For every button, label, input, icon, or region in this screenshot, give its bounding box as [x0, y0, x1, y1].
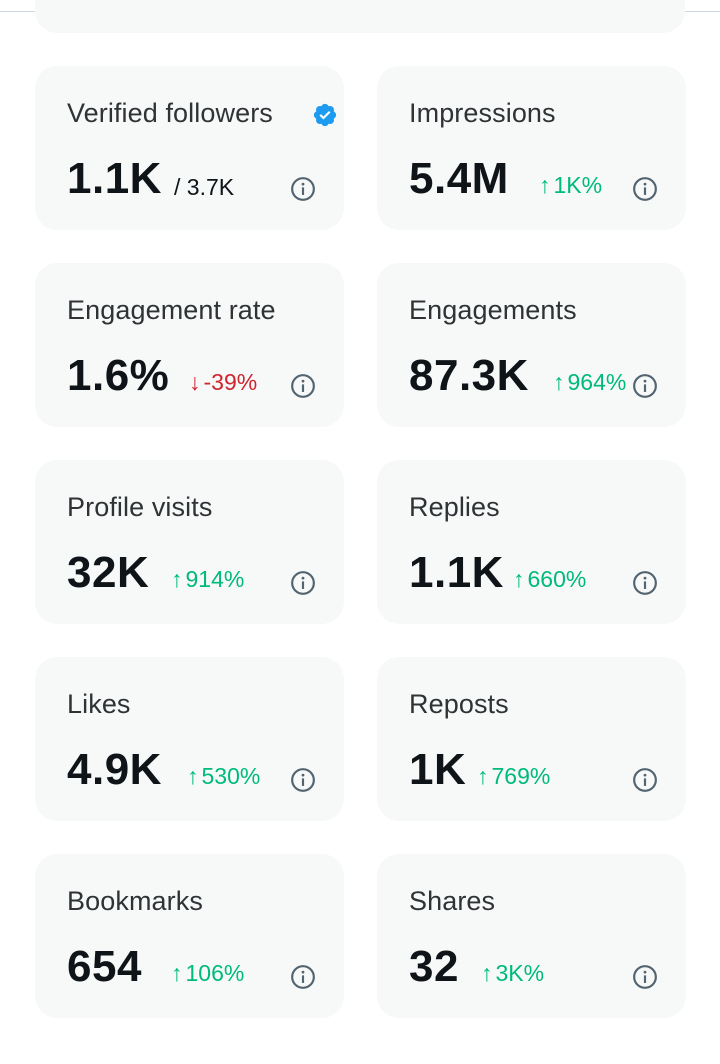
- metric-delta: ↑ 769%: [477, 763, 550, 790]
- metric-delta-value: 914%: [185, 566, 245, 592]
- metric-delta-value: 964%: [567, 369, 627, 395]
- arrow-up-icon: ↑: [539, 172, 551, 198]
- metric-label: Profile visits: [67, 492, 213, 522]
- metric-value: 1.1K: [409, 548, 504, 597]
- metric-delta: ↑ 1K%: [539, 172, 602, 199]
- arrow-up-icon: ↑: [171, 566, 183, 592]
- metric-label: Verified followers: [67, 98, 273, 128]
- metric-card-bookmarks[interactable]: Bookmarks 654 ↑ 106%: [35, 854, 344, 1018]
- metric-label: Shares: [409, 886, 496, 916]
- info-circle-icon[interactable]: [290, 176, 316, 202]
- arrow-up-icon: ↑: [513, 566, 525, 592]
- metric-label: Bookmarks: [67, 886, 203, 916]
- metric-value: 1.6%: [67, 351, 170, 400]
- metric-delta-value: 106%: [185, 960, 245, 986]
- info-circle-icon[interactable]: [632, 767, 658, 793]
- metric-delta: ↑ 914%: [171, 566, 244, 593]
- metric-label: Impressions: [409, 98, 556, 128]
- info-circle-icon[interactable]: [290, 964, 316, 990]
- metric-card-engagement-rate[interactable]: Engagement rate 1.6% ↓ -39%: [35, 263, 344, 427]
- metric-delta: ↑ 964%: [553, 369, 626, 396]
- info-circle-icon[interactable]: [632, 570, 658, 596]
- arrow-up-icon: ↑: [171, 960, 183, 986]
- metric-card-reposts[interactable]: Reposts 1K ↑ 769%: [377, 657, 686, 821]
- metric-label: Likes: [67, 689, 131, 719]
- info-circle-icon[interactable]: [632, 373, 658, 399]
- metric-delta-value: 769%: [491, 763, 551, 789]
- metric-value: 32K: [67, 548, 150, 597]
- metric-card-shares[interactable]: Shares 32 ↑ 3K%: [377, 854, 686, 1018]
- metric-card-engagements[interactable]: Engagements 87.3K ↑ 964%: [377, 263, 686, 427]
- arrow-down-icon: ↓: [189, 369, 201, 395]
- info-circle-icon[interactable]: [632, 176, 658, 202]
- metric-value: 1.1K: [67, 154, 162, 203]
- arrow-up-icon: ↑: [481, 960, 493, 986]
- metric-label: Reposts: [409, 689, 509, 719]
- metric-value: 4.9K: [67, 745, 162, 794]
- info-circle-icon[interactable]: [632, 964, 658, 990]
- metric-delta-value: -39%: [203, 369, 258, 395]
- metric-label: Engagements: [409, 295, 577, 325]
- metric-value: 654: [67, 942, 142, 991]
- metric-value: 32: [409, 942, 459, 991]
- arrow-up-icon: ↑: [477, 763, 489, 789]
- metric-value: 1K: [409, 745, 467, 794]
- metric-label: Engagement rate: [67, 295, 276, 325]
- info-circle-icon[interactable]: [290, 570, 316, 596]
- metric-delta-value: 660%: [527, 566, 587, 592]
- metric-value: 5.4M: [409, 154, 509, 203]
- verified-badge-icon: [313, 103, 337, 127]
- metric-card-profile-visits[interactable]: Profile visits 32K ↑ 914%: [35, 460, 344, 624]
- previous-card: [35, 0, 685, 33]
- metric-card-likes[interactable]: Likes 4.9K ↑ 530%: [35, 657, 344, 821]
- metric-total: / 3.7K: [174, 174, 235, 200]
- metric-delta-value: 3K%: [495, 960, 545, 986]
- metric-card-impressions[interactable]: Impressions 5.4M ↑ 1K%: [377, 66, 686, 230]
- info-circle-icon[interactable]: [290, 373, 316, 399]
- metric-card-replies[interactable]: Replies 1.1K ↑ 660%: [377, 460, 686, 624]
- metric-delta: ↑ 660%: [513, 566, 586, 593]
- metric-delta-value: 530%: [201, 763, 261, 789]
- metric-value: 87.3K: [409, 351, 529, 400]
- metric-delta: ↑ 106%: [171, 960, 244, 987]
- metric-label: Replies: [409, 492, 500, 522]
- metric-delta: ↑ 3K%: [481, 960, 544, 987]
- metric-delta: ↓ -39%: [189, 369, 257, 396]
- metric-card-verified-followers[interactable]: Verified followers 1.1K / 3.7K: [35, 66, 344, 230]
- arrow-up-icon: ↑: [187, 763, 199, 789]
- metric-delta: ↑ 530%: [187, 763, 260, 790]
- info-circle-icon[interactable]: [290, 767, 316, 793]
- arrow-up-icon: ↑: [553, 369, 565, 395]
- metric-delta-value: 1K%: [553, 172, 603, 198]
